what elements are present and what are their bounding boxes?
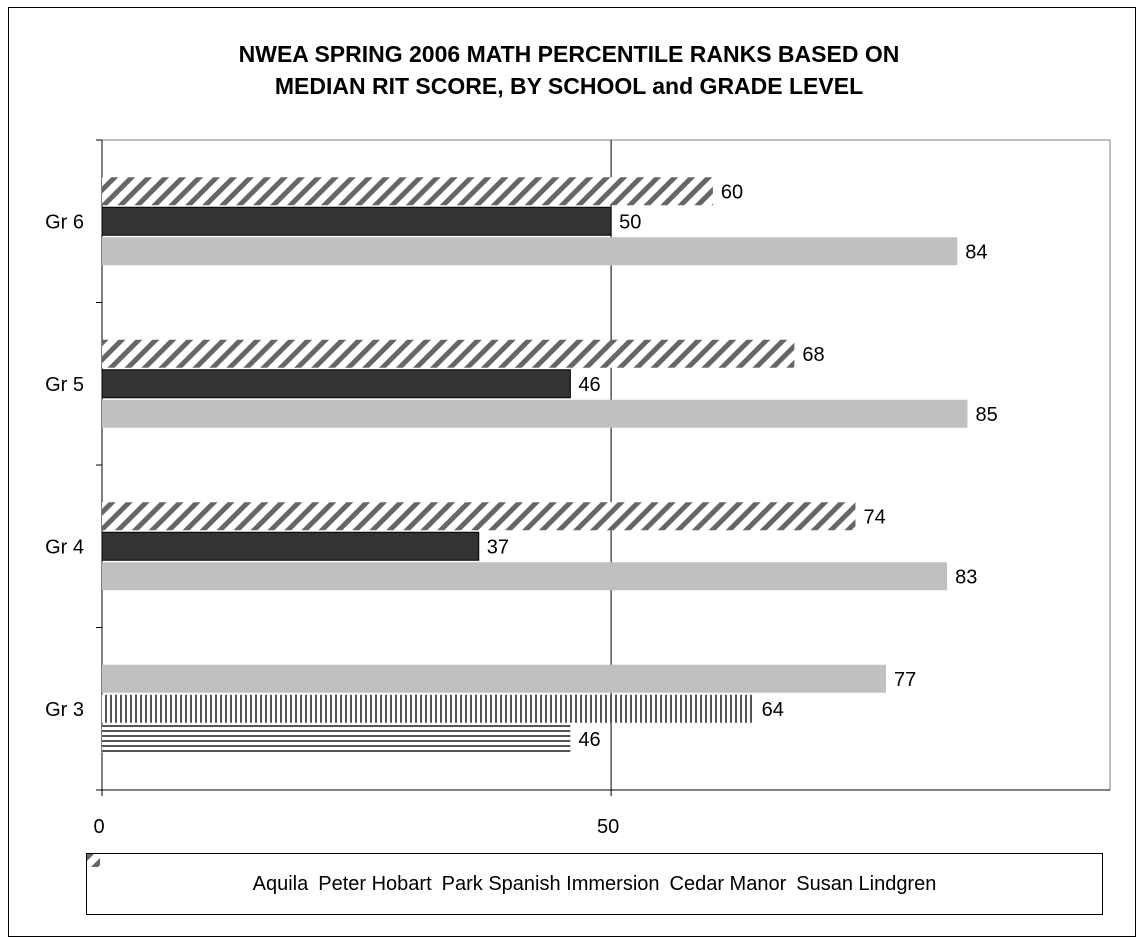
- data-label-susan-lindgren-gr-6: 60: [721, 181, 743, 203]
- bar-susan-lindgren-gr-6: [102, 177, 713, 206]
- legend-swatch-susan-lindgren: [87, 854, 100, 867]
- legend-item-cedar-manor: Cedar Manor: [87, 854, 787, 896]
- chart-title: NWEA SPRING 2006 MATH PERCENTILE RANKS B…: [238, 41, 900, 99]
- bar-aquila-gr-3: [102, 724, 571, 753]
- bar-park-spanish-immersion-gr-4: [102, 562, 948, 591]
- bar-susan-lindgren-gr-5: [102, 339, 795, 368]
- legend-item-park-spanish-immersion: Park Spanish Immersion: [87, 854, 660, 896]
- bar-peter-hobart-gr-3: [102, 694, 754, 723]
- legend-item-susan-lindgren: Susan Lindgren: [87, 854, 937, 896]
- category-label-gr-4: Gr 4: [45, 536, 84, 558]
- category-label-gr-3: Gr 3: [45, 699, 84, 721]
- legend-label-park-spanish-immersion: Park Spanish Immersion: [441, 872, 660, 895]
- x-tick-label-0: 0: [93, 816, 104, 838]
- bar-park-spanish-immersion-gr-5: [102, 399, 968, 428]
- data-label-park-spanish-immersion-gr-6: 84: [965, 241, 987, 263]
- data-label-peter-hobart-gr-3: 64: [762, 699, 784, 721]
- data-label-aquila-gr-3: 46: [578, 729, 600, 751]
- data-label-park-spanish-immersion-gr-4: 83: [955, 566, 977, 588]
- data-label-park-spanish-immersion-gr-3: 77: [894, 669, 916, 691]
- data-label-cedar-manor-gr-6: 50: [619, 211, 641, 233]
- data-label-susan-lindgren-gr-5: 68: [802, 344, 824, 366]
- category-label-gr-5: Gr 5: [45, 374, 84, 396]
- bar-cedar-manor-gr-4: [101, 531, 480, 561]
- data-label-cedar-manor-gr-4: 37: [487, 536, 509, 558]
- bar-susan-lindgren-gr-4: [102, 502, 856, 531]
- legend-label-susan-lindgren: Susan Lindgren: [796, 872, 937, 895]
- bar-cedar-manor-gr-5: [101, 369, 571, 399]
- chart-plot: 0 50 Gr 3 46 64 77 Gr 4 83 37 74 Gr 5 85 46 68 Gr 6 84 5…: [45, 139, 1111, 838]
- bar-park-spanish-immersion-gr-6: [102, 237, 958, 266]
- legend-label-cedar-manor: Cedar Manor: [669, 872, 787, 895]
- legend-label-aquila: Aquila: [252, 872, 309, 895]
- category-label-gr-6: Gr 6: [45, 211, 84, 233]
- x-tick-label-50: 50: [597, 816, 619, 838]
- data-label-park-spanish-immersion-gr-5: 85: [975, 404, 997, 426]
- legend-item-aquila: Aquila: [87, 854, 309, 896]
- chart-legend: Aquila Peter Hobart Park Spanish Immersion…: [86, 853, 1103, 915]
- legend-label-peter-hobart: Peter Hobart: [318, 872, 432, 895]
- bar-park-spanish-immersion-gr-3: [102, 664, 886, 693]
- data-label-cedar-manor-gr-5: 46: [578, 374, 600, 396]
- bar-cedar-manor-gr-6: [101, 206, 612, 236]
- legend-item-peter-hobart: Peter Hobart: [87, 854, 432, 896]
- data-label-susan-lindgren-gr-4: 74: [863, 506, 885, 528]
